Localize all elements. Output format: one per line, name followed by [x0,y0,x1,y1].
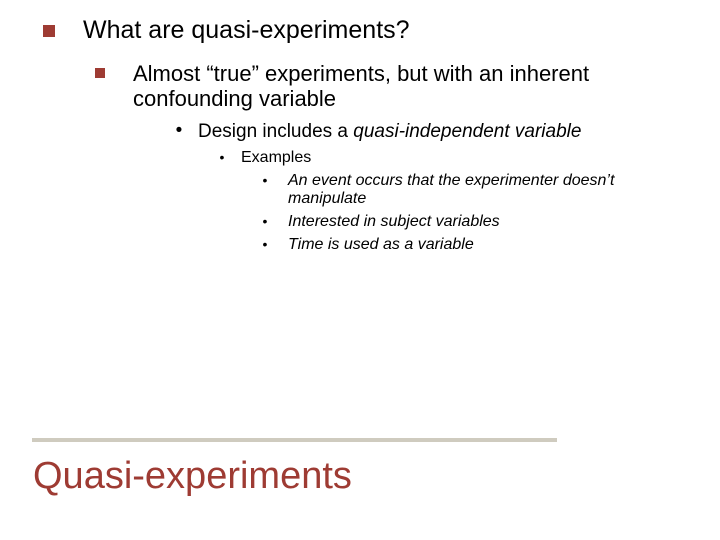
level-1-text: What are quasi-experiments? [83,16,410,45]
slide: What are quasi-experiments? Almost “true… [0,0,720,540]
bullet-level-3: • Design includes a quasi-independent va… [170,121,700,143]
bullet-level-4: • Examples [215,149,700,167]
square-bullet-icon [95,68,105,78]
divider-line [32,438,557,442]
dot-bullet-icon: • [258,172,272,189]
dot-bullet-icon: • [170,121,188,142]
level-3-text-italic: quasi-independent variable [353,121,581,142]
bullet-level-2: Almost “true” experiments, but with an i… [95,61,700,112]
level-2-text: Almost “true” experiments, but with an i… [133,61,700,112]
bullet-level-5: • Interested in subject variables [258,213,700,232]
level-3-text-prefix: Design includes a [198,121,353,142]
bullet-level-5: • An event occurs that the experimenter d… [258,172,700,210]
slide-body: What are quasi-experiments? Almost “true… [0,10,700,255]
level-3-text: Design includes a quasi-independent vari… [198,121,581,143]
bullet-level-5: • Time is used as a variable [258,236,700,255]
level-5-text: An event occurs that the experimenter do… [288,172,688,210]
dot-bullet-icon: • [215,149,229,166]
level-5-text: Time is used as a variable [288,236,474,255]
level-4-text: Examples [241,149,311,167]
level-5-text: Interested in subject variables [288,213,500,232]
dot-bullet-icon: • [258,213,272,230]
slide-title: Quasi-experiments [33,456,352,498]
bullet-level-1: What are quasi-experiments? [43,16,700,45]
square-bullet-icon [43,25,55,37]
level-5-list: • An event occurs that the experimenter d… [0,172,700,256]
dot-bullet-icon: • [258,236,272,253]
